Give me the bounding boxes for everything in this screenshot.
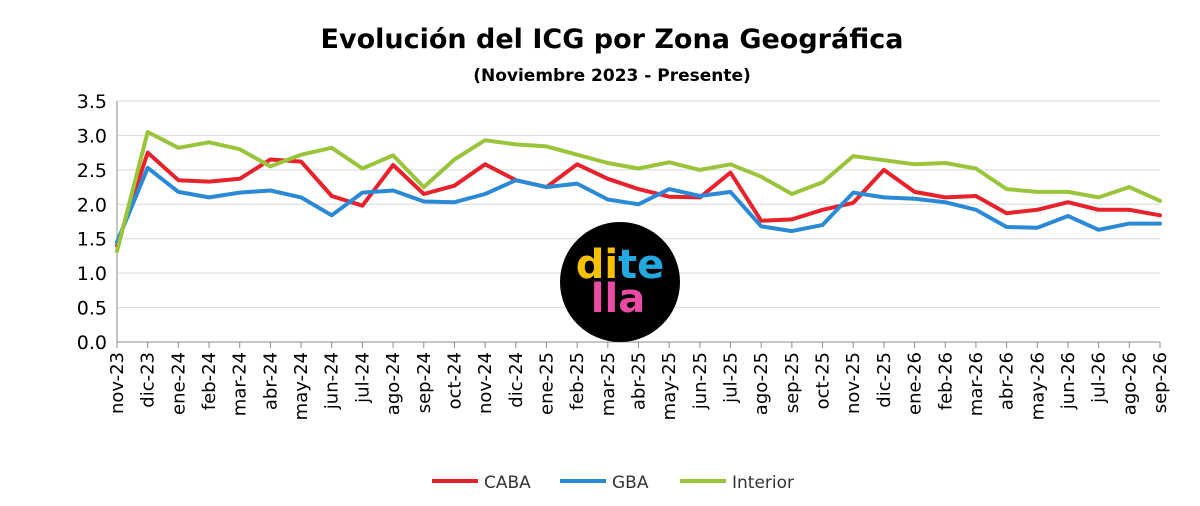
x-tick-label: feb-26 [935,352,956,410]
legend-label-caba: CABA [484,473,531,493]
y-tick-label: 2.5 [77,160,107,182]
x-tick-label: feb-24 [199,352,220,410]
x-tick-label: oct-24 [444,352,465,409]
series-lines [115,130,1162,254]
x-tick-label: jul-26 [1089,352,1110,404]
x-tick-label: ene-24 [168,352,189,415]
legend: CABA GBA Interior [432,473,794,493]
x-tick-label: ene-26 [905,352,926,415]
x-tick-label: nov-24 [475,352,496,414]
series-line-caba [115,150,1162,248]
x-tick-label: abr-25 [629,352,650,410]
y-axis-ticks: 0.0 0.5 1.0 1.5 2.0 2.5 3.0 3.5 [77,91,107,354]
x-tick-label: dic-24 [506,352,527,408]
x-tick-label: ago-25 [751,352,772,415]
x-tick-label: jul-24 [352,352,373,404]
x-tick-label: abr-26 [997,352,1018,410]
x-tick-label: mar-24 [230,352,251,416]
x-tick-label: mar-26 [966,352,987,416]
x-tick-label: nov-25 [843,352,864,414]
logo-line1: dite [576,242,665,288]
legend-label-interior: Interior [732,473,794,493]
x-tick-label: mar-25 [598,352,619,416]
logo-line2: lla [591,276,645,322]
logo-circle [560,222,680,342]
x-tick-label: jul-25 [721,352,742,404]
x-tick-label: dic-25 [874,352,895,408]
chart-subtitle: (Noviembre 2023 - Presente) [473,66,751,86]
x-tick-label: dic-23 [138,352,159,408]
x-tick-label: sep-25 [782,352,803,413]
chart-title: Evolución del ICG por Zona Geográfica [321,24,904,55]
x-tick-label: abr-24 [260,352,281,410]
x-tick-label: jun-25 [690,352,711,410]
series-line-gba [115,165,1162,245]
x-tick-label: jun-26 [1058,352,1079,410]
x-tick-label: jun-24 [322,352,343,410]
x-tick-label: ene-25 [536,352,557,415]
x-tick-label: ago-24 [383,352,404,415]
y-tick-label: 1.0 [77,263,107,285]
x-tick-label: may-25 [659,352,680,420]
y-tick-label: 0.0 [77,332,107,354]
legend-label-gba: GBA [612,473,649,493]
y-tick-label: 3.5 [77,91,107,113]
y-tick-label: 3.0 [77,125,107,147]
x-tick-label: ago-26 [1119,352,1140,415]
y-tick-label: 2.0 [77,194,107,216]
x-tick-label: sep-24 [414,352,435,413]
y-tick-label: 1.5 [77,229,107,251]
x-tick-label: oct-25 [813,352,834,409]
x-tick-label: feb-25 [567,352,588,410]
x-tick-label: may-26 [1027,352,1048,420]
x-tick-label: nov-23 [107,352,128,414]
x-tick-label: sep-26 [1150,352,1171,413]
x-tick-label: may-24 [291,352,312,420]
series-line-interior [115,130,1162,254]
x-axis-ticks: nov-23 dic-23 ene-24 feb-24 mar-24 abr-24 may-… [107,342,1171,420]
y-tick-label: 0.5 [77,298,107,320]
ditella-logo: dite lla [560,222,680,342]
